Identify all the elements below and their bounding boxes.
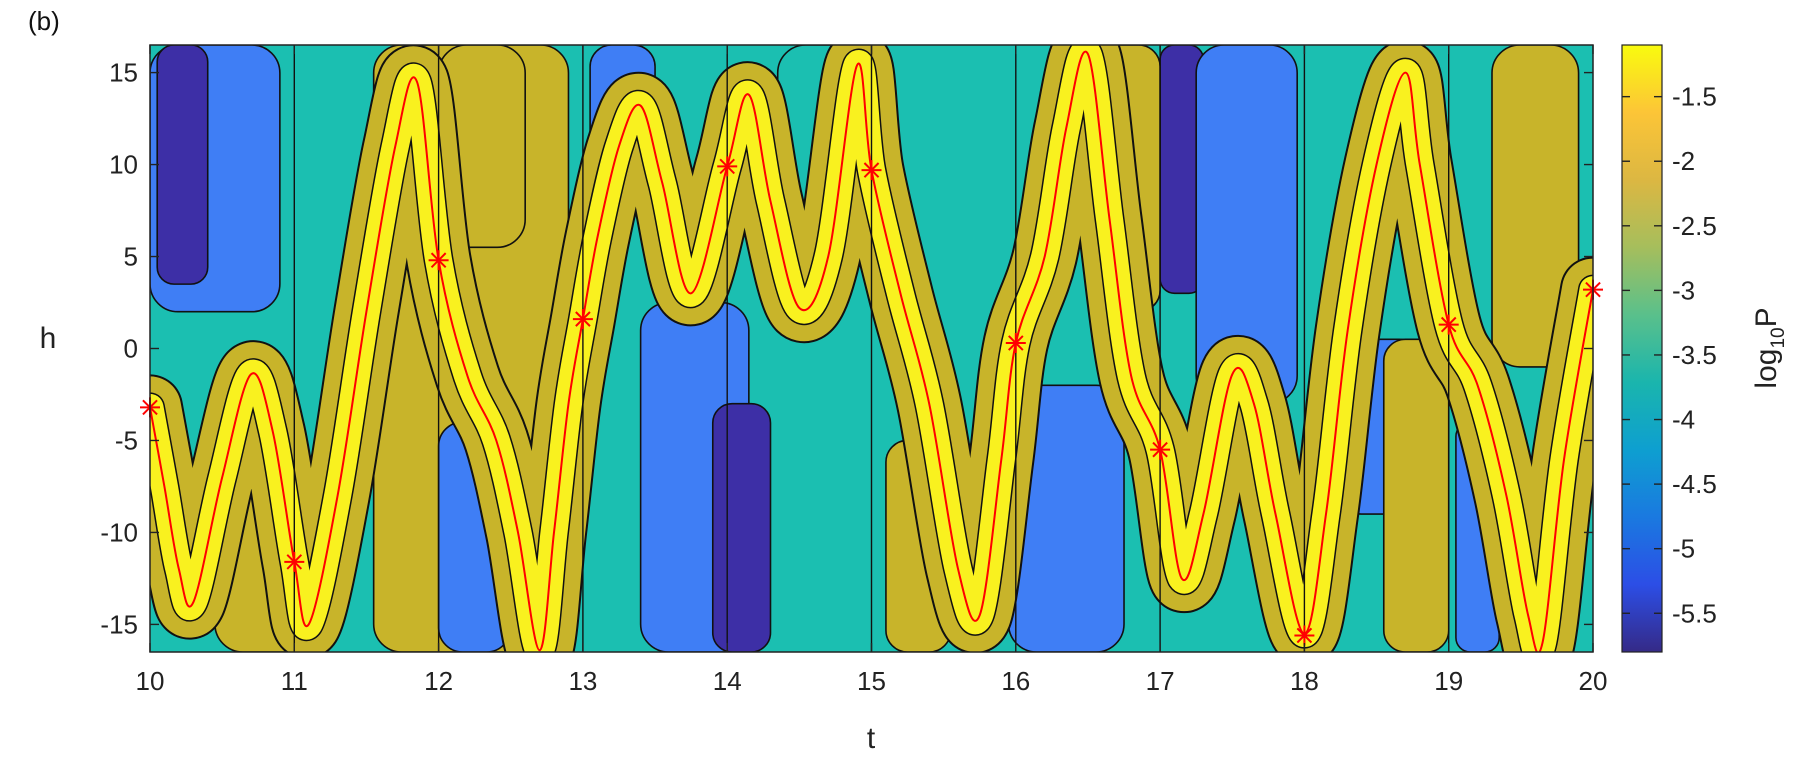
ridge-line [150, 50, 1593, 652]
x-tick-label: 17 [1146, 666, 1175, 696]
ridge-markers [140, 156, 1603, 646]
colorbar-label: log10P [1750, 307, 1789, 388]
colorbar: -1.5 -2 -2.5 -3 -3.5 -4 -4.5 -5 -5.5 log10P [1621, 44, 1789, 653]
contour-region [156, 45, 209, 285]
colorbar-tick-label: -4 [1672, 405, 1695, 435]
ridge-marker [1438, 314, 1459, 335]
y-tick-label: -15 [100, 609, 138, 639]
x-axis: 10 11 12 13 14 15 16 17 18 19 20 [136, 45, 1608, 696]
marker-stroke [1152, 441, 1168, 458]
ridge-marker [861, 160, 882, 181]
contour-region [711, 402, 772, 652]
colorbar-tick-label: -5.5 [1672, 598, 1717, 628]
colorbar-strip [1621, 44, 1663, 653]
contour-region [1382, 338, 1450, 652]
ridge-marker [1150, 439, 1171, 460]
colorbar-tick-label: -5 [1672, 534, 1695, 564]
x-tick-label: 11 [281, 666, 308, 696]
x-tick-label: 19 [1434, 666, 1463, 696]
plot-area: 10 11 12 13 14 15 16 17 18 19 20 15 10 5 0 -5 -10 -15 [100, 44, 1608, 696]
panel-label: (b) [28, 6, 60, 36]
y-tick-label: -5 [115, 425, 138, 455]
ridge-line-layer [150, 50, 1593, 652]
marker-stroke [286, 554, 303, 570]
colorbar-label-var: P [1750, 307, 1783, 327]
marker-stroke [1440, 316, 1457, 333]
marker-stroke [719, 158, 735, 175]
colorbar-label-base: log [1750, 349, 1783, 389]
y-axis: 15 10 5 0 -5 -10 -15 [100, 58, 1593, 639]
ridge-marker [1294, 625, 1315, 646]
marker-stroke [575, 311, 591, 327]
colorbar-tick-label: -1.5 [1672, 82, 1717, 112]
ridge-marker [1005, 332, 1026, 353]
y-tick-label: 10 [109, 150, 138, 180]
colorbar-tick-label: -2 [1672, 146, 1695, 176]
colorbar-tick-label: -3 [1672, 275, 1695, 305]
marker-stroke [430, 252, 447, 268]
contour-region [1491, 45, 1580, 368]
x-tick-label: 16 [1001, 666, 1030, 696]
marker-stroke [1008, 335, 1024, 351]
segment-seams [293, 45, 1450, 652]
marker-stroke [863, 162, 880, 178]
x-tick-label: 14 [713, 666, 742, 696]
ridge-marker [717, 156, 738, 177]
ridge-marker [284, 551, 305, 572]
x-tick-label: 15 [857, 666, 886, 696]
marker-stroke [1296, 627, 1313, 644]
y-tick-label: 15 [109, 58, 138, 88]
y-tick-label: -10 [100, 517, 138, 547]
x-tick-label: 18 [1290, 666, 1319, 696]
ridge-marker [428, 250, 449, 271]
x-tick-label: 12 [424, 666, 453, 696]
x-tick-label: 20 [1579, 666, 1608, 696]
y-axis-label: h [40, 322, 57, 355]
y-tick-label: 5 [124, 242, 138, 272]
y-tick-label: 0 [124, 334, 138, 364]
x-axis-label: t [867, 722, 876, 755]
colorbar-tick-label: -3.5 [1672, 340, 1717, 370]
ridge-marker [572, 309, 593, 330]
x-tick-label: 13 [568, 666, 597, 696]
colorbar-tick-label: -2.5 [1672, 211, 1717, 241]
x-tick-label: 10 [136, 666, 165, 696]
colorbar-label-sub: 10 [1768, 327, 1789, 348]
colorbar-ticks: -1.5 -2 -2.5 -3 -3.5 -4 -4.5 -5 -5.5 [1622, 82, 1717, 628]
colorbar-tick-label: -4.5 [1672, 469, 1717, 499]
